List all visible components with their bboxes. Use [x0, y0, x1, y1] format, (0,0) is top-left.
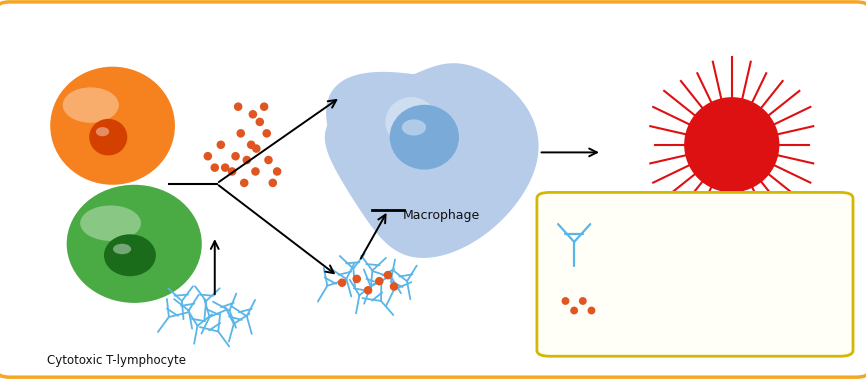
Text: Anti IFNγ mAb:
Emapalumab, Fontolizumab: Anti IFNγ mAb: Emapalumab, Fontolizumab: [609, 226, 774, 258]
Point: [262, 157, 275, 163]
FancyBboxPatch shape: [537, 192, 853, 356]
Point: [270, 168, 284, 174]
Polygon shape: [325, 63, 539, 258]
Point: [201, 153, 215, 159]
Point: [234, 130, 248, 136]
Point: [381, 272, 395, 278]
Text: Autoimmune diseases: Autoimmune diseases: [667, 249, 797, 262]
Ellipse shape: [96, 127, 109, 136]
Point: [567, 307, 581, 314]
Point: [249, 168, 262, 174]
Point: [260, 130, 274, 136]
Point: [585, 307, 598, 314]
Point: [249, 146, 263, 152]
Ellipse shape: [89, 119, 127, 155]
Text: Macrophage: Macrophage: [403, 209, 481, 222]
Point: [218, 165, 232, 171]
Ellipse shape: [81, 205, 141, 241]
Point: [208, 165, 222, 171]
Ellipse shape: [113, 244, 131, 254]
Point: [244, 142, 258, 148]
Point: [335, 280, 349, 286]
Point: [350, 276, 364, 282]
Ellipse shape: [50, 67, 175, 185]
Ellipse shape: [104, 234, 156, 276]
Ellipse shape: [385, 97, 437, 147]
Text: Cytotoxic T-lymphocyte: Cytotoxic T-lymphocyte: [48, 354, 186, 367]
Point: [225, 168, 239, 174]
Ellipse shape: [390, 105, 459, 170]
Point: [214, 142, 228, 148]
Text: IFNγ: IFNγ: [609, 302, 635, 315]
Point: [387, 283, 401, 290]
Ellipse shape: [62, 87, 119, 123]
Point: [240, 157, 254, 163]
Point: [246, 111, 260, 117]
Point: [361, 287, 375, 293]
Ellipse shape: [402, 119, 426, 136]
Point: [237, 180, 251, 186]
Point: [257, 104, 271, 110]
Point: [266, 180, 280, 186]
Point: [229, 153, 242, 159]
Point: [559, 298, 572, 304]
Point: [231, 104, 245, 110]
Point: [253, 119, 267, 125]
Ellipse shape: [67, 185, 202, 303]
Point: [576, 298, 590, 304]
Ellipse shape: [684, 97, 779, 192]
Point: [372, 278, 386, 284]
